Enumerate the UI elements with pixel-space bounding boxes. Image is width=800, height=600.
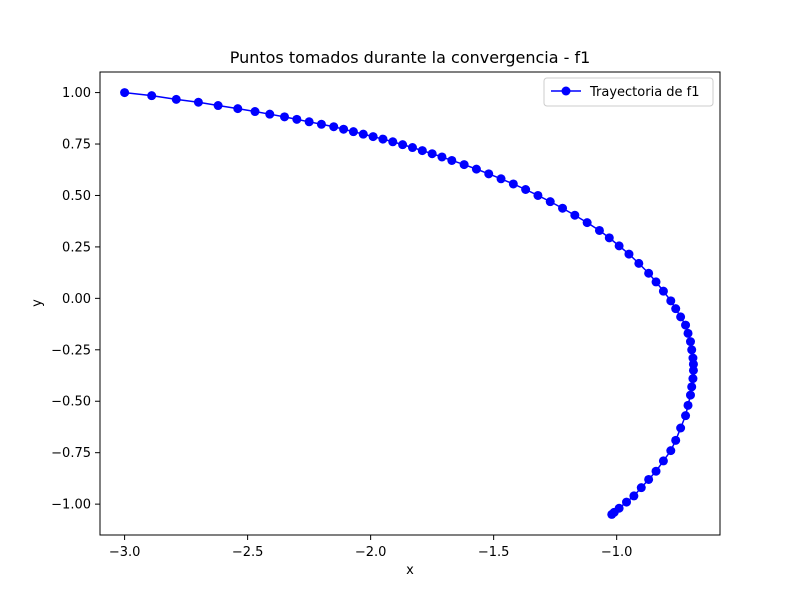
data-point xyxy=(329,122,339,132)
data-point xyxy=(316,119,326,129)
legend: Trayectoria de f1 xyxy=(543,77,714,107)
data-point xyxy=(265,109,275,119)
data-point xyxy=(676,423,686,433)
data-point xyxy=(120,88,130,98)
data-point xyxy=(666,296,676,306)
data-point xyxy=(683,328,693,338)
x-axis-label: x xyxy=(406,563,414,578)
data-point xyxy=(658,286,668,296)
y-tick-label: 0.75 xyxy=(62,138,91,153)
data-point xyxy=(624,249,634,259)
data-point xyxy=(687,382,697,392)
data-point xyxy=(570,210,580,220)
data-point xyxy=(681,411,691,421)
data-point xyxy=(508,179,518,189)
data-point xyxy=(437,152,447,162)
data-point xyxy=(292,114,302,124)
data-point xyxy=(407,143,417,153)
data-point xyxy=(521,185,531,194)
data-point xyxy=(644,474,654,484)
data-point xyxy=(634,258,644,268)
x-tick-label: −3.0 xyxy=(109,545,141,560)
x-tick-label: −1.0 xyxy=(601,545,633,560)
data-point xyxy=(484,169,494,179)
data-point xyxy=(147,91,157,101)
y-tick-label: 0.50 xyxy=(62,189,91,204)
data-point xyxy=(685,337,695,347)
legend-marker-swatch xyxy=(561,86,571,96)
data-point xyxy=(666,446,676,456)
data-point xyxy=(447,155,457,165)
plot-frame xyxy=(99,71,721,536)
data-point xyxy=(533,190,543,200)
data-point xyxy=(622,497,632,507)
data-point xyxy=(368,132,378,142)
data-point xyxy=(636,483,646,493)
data-point xyxy=(250,107,260,117)
data-point xyxy=(676,312,686,322)
y-tick-label: 0.00 xyxy=(62,292,91,307)
data-point xyxy=(614,241,624,251)
data-point xyxy=(171,94,181,104)
data-point xyxy=(658,456,668,466)
chart-title: Puntos tomados durante la convergencia -… xyxy=(230,48,591,67)
legend-box xyxy=(543,77,714,107)
data-point xyxy=(213,101,223,111)
legend-label: Trayectoria de f1 xyxy=(589,85,700,100)
data-point xyxy=(193,97,203,107)
data-point xyxy=(558,203,568,213)
data-point xyxy=(358,129,368,139)
data-point xyxy=(644,268,654,278)
x-tick-label: −2.0 xyxy=(355,545,387,560)
data-point xyxy=(594,225,604,235)
x-axis: −3.0 −2.5 −2.0 −1.5 −1.0 xyxy=(109,535,633,560)
data-point xyxy=(688,374,698,384)
series-layer xyxy=(120,88,698,519)
data-point xyxy=(496,174,506,184)
data-point xyxy=(651,277,661,287)
data-point xyxy=(688,359,698,369)
data-point xyxy=(545,197,555,207)
data-point xyxy=(348,127,358,137)
y-tick-label: −0.25 xyxy=(51,343,91,358)
data-point xyxy=(304,117,314,127)
x-tick-label: −2.5 xyxy=(232,545,264,560)
data-point xyxy=(629,491,639,501)
data-point xyxy=(459,160,469,170)
data-point xyxy=(280,112,290,122)
data-point xyxy=(417,146,427,156)
y-tick-label: −0.75 xyxy=(51,446,91,461)
data-point xyxy=(378,134,388,144)
y-axis-label: y xyxy=(30,299,45,307)
data-point xyxy=(427,149,437,159)
data-point xyxy=(388,137,398,147)
y-axis: 1.00 0.75 0.50 0.25 0.00 −0.25 −0.50 −0.75 −1.00 xyxy=(51,86,100,513)
data-point xyxy=(339,124,349,134)
data-point xyxy=(233,104,243,114)
data-point xyxy=(671,435,681,445)
data-point xyxy=(582,218,592,228)
data-point xyxy=(607,509,617,519)
y-tick-label: −1.00 xyxy=(51,498,91,513)
data-point xyxy=(604,233,614,243)
data-point xyxy=(471,164,481,174)
data-point xyxy=(685,390,695,400)
data-point xyxy=(398,140,408,150)
data-point xyxy=(671,304,681,314)
data-point xyxy=(651,466,661,476)
x-tick-label: −1.5 xyxy=(478,545,510,560)
y-tick-label: 1.00 xyxy=(62,86,91,101)
data-point xyxy=(687,345,697,355)
plot-area xyxy=(99,71,721,536)
y-tick-label: 0.25 xyxy=(62,240,91,255)
y-tick-label: −0.50 xyxy=(51,395,91,410)
data-point xyxy=(681,320,691,330)
data-point xyxy=(683,400,693,410)
data-point xyxy=(688,365,698,375)
